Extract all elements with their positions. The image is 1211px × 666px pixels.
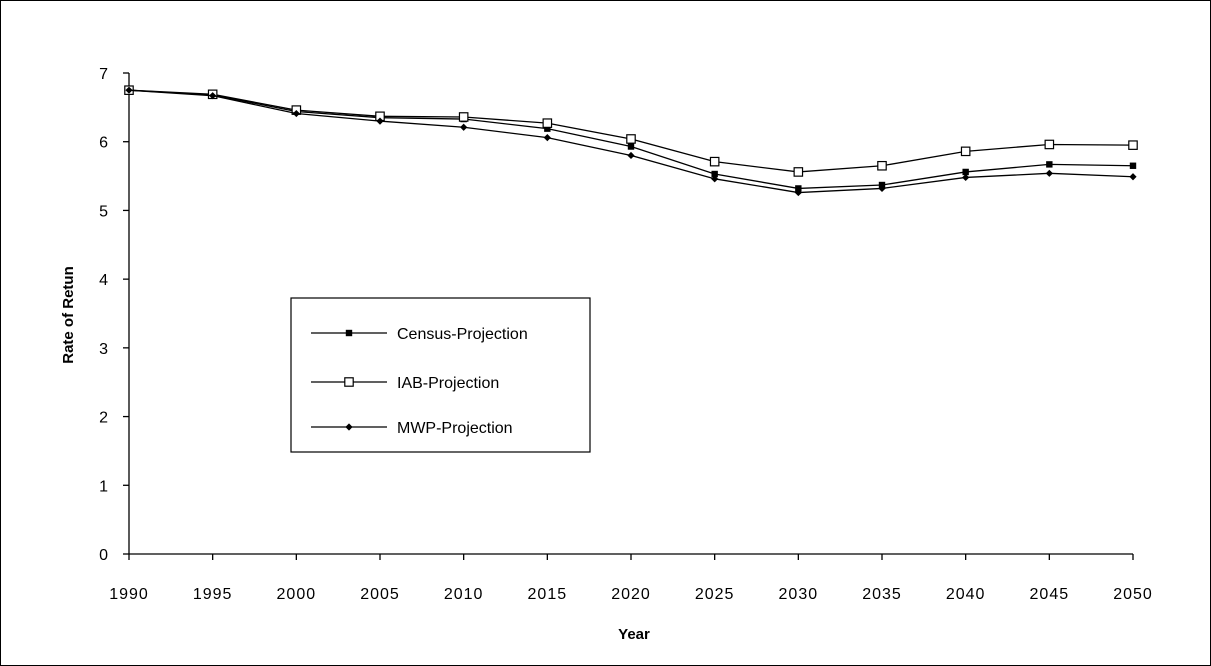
data-point [542, 118, 553, 128]
data-point [709, 156, 720, 167]
series-mwp-projection [125, 86, 1137, 197]
legend-entry: IAB-Projection [311, 375, 499, 392]
legend-label: Census-Projection [397, 326, 528, 343]
y-tick-label: 1 [99, 478, 108, 495]
x-tick-label: 2025 [695, 586, 735, 603]
x-tick-label: 2030 [779, 586, 819, 603]
data-point [878, 184, 886, 193]
data-point [962, 173, 970, 182]
x-tick-label: 1990 [109, 586, 149, 603]
data-point [711, 175, 719, 183]
data-point [1044, 139, 1055, 150]
x-tick-label: 2015 [528, 586, 568, 603]
legend-entry: Census-Projection [311, 326, 528, 343]
x-tick-label: 2000 [277, 586, 317, 603]
data-point [794, 188, 802, 197]
x-tick-label: 2020 [611, 586, 651, 603]
x-axis-title: Year [618, 626, 650, 643]
y-tick-label: 5 [99, 203, 108, 220]
y-tick-label: 0 [99, 547, 108, 564]
x-tick-label: 2035 [862, 586, 902, 603]
legend: Census-Projection IAB-Projection MWP-Proje… [290, 297, 591, 453]
data-point [460, 123, 468, 131]
data-point [877, 160, 887, 171]
data-point [376, 117, 384, 125]
x-tick-label: 1995 [193, 586, 233, 603]
x-tick-label: 2045 [1030, 586, 1070, 603]
data-point [795, 185, 802, 192]
y-tick-label: 3 [99, 341, 108, 358]
y-axis-title: Rate of Retun [60, 266, 77, 364]
data-point [711, 170, 718, 178]
data-point [960, 146, 971, 157]
legend-entry: MWP-Projection [311, 420, 513, 437]
data-point [1129, 173, 1137, 181]
data-point [1128, 140, 1138, 150]
y-tick-label: 7 [99, 66, 108, 83]
legend-marker [345, 423, 353, 431]
data-point [458, 112, 469, 122]
y-tick-label: 6 [99, 135, 108, 152]
data-point [292, 109, 300, 118]
data-point [627, 151, 635, 160]
legend-label: IAB-Projection [397, 375, 499, 392]
data-point [1129, 162, 1137, 169]
data-point [543, 133, 551, 142]
data-point [125, 86, 133, 94]
x-tick-label: 2010 [444, 586, 484, 603]
data-point [544, 125, 551, 132]
series-iab-projection [124, 85, 1138, 177]
x-tick-label: 2005 [360, 586, 400, 603]
legend-marker [344, 377, 354, 387]
data-point [627, 143, 635, 150]
x-tick-label: 2040 [946, 586, 986, 603]
data-point [962, 168, 969, 176]
data-point [1046, 161, 1053, 168]
series-line [128, 89, 1134, 173]
y-tick-label: 4 [99, 272, 108, 289]
series-layer [124, 85, 1138, 197]
data-point [1045, 169, 1053, 177]
axes: 0 1 2 3 4 5 6 7 1990 1995 2000 2005 2010 2015 2020 2025… [99, 66, 1153, 603]
legend-label: MWP-Projection [397, 420, 513, 437]
legend-marker [345, 329, 353, 337]
legend-box [290, 297, 591, 453]
y-tick-label: 2 [99, 410, 108, 427]
data-point [209, 92, 217, 100]
x-tick-label: 2050 [1113, 586, 1153, 603]
data-point [793, 167, 804, 177]
data-point [626, 134, 636, 144]
